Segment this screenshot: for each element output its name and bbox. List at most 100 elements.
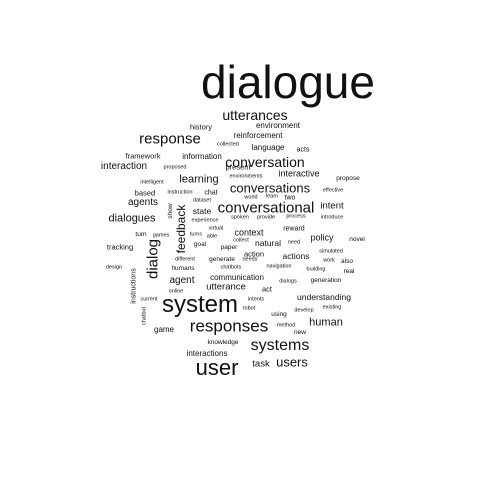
word-interactive: interactive	[278, 168, 320, 179]
word-need: need	[287, 239, 301, 246]
word-systems: systems	[250, 337, 310, 354]
word-chat: chat	[204, 189, 218, 197]
word-paper: paper	[220, 243, 238, 251]
word-history: history	[189, 122, 213, 132]
word-communication: communication	[210, 273, 264, 282]
word-agents: agents	[127, 197, 159, 208]
word-novel: novel	[349, 235, 365, 243]
word-acts: acts	[296, 146, 310, 154]
word-environments: environments	[229, 173, 263, 180]
word-reward: reward	[283, 225, 305, 233]
word-also: also	[341, 257, 353, 265]
word-provide: provide	[256, 214, 276, 221]
word-interaction: interaction	[100, 161, 148, 172]
word-utterance: utterance	[206, 281, 246, 293]
word-dataset: dataset	[192, 197, 212, 204]
word-present: present	[225, 162, 251, 172]
word-tracking: tracking	[106, 242, 134, 252]
word-different: different	[175, 256, 195, 263]
word-framework: framework	[125, 151, 161, 161]
word-based: based	[134, 188, 156, 198]
word-world: world	[244, 194, 258, 201]
word-show: show	[166, 203, 174, 219]
word-using: using	[271, 310, 287, 318]
word-environment: environment	[255, 121, 301, 130]
word-human: human	[309, 316, 343, 329]
word-work: work	[323, 257, 335, 264]
word-existing: existing	[322, 304, 342, 311]
word-dialogue: dialogue	[201, 56, 375, 108]
word-process: process	[286, 213, 306, 220]
word-agent: agent	[169, 275, 195, 286]
word-system: system	[161, 291, 239, 318]
word-intents: intents	[247, 296, 265, 303]
word-new: new	[294, 328, 306, 336]
word-goal: goal	[193, 240, 207, 248]
word-understanding: understanding	[297, 291, 351, 302]
word-dialog: dialog	[144, 238, 162, 280]
word-effective: effective	[322, 187, 344, 194]
word-interactions: interactions	[186, 349, 228, 358]
word-feedback: feedback	[174, 204, 188, 254]
word-game: game	[153, 325, 175, 334]
word-games: games	[152, 232, 170, 239]
word-collect: collect	[233, 237, 249, 244]
word-able: able	[206, 233, 218, 240]
word-instructions: instructions	[130, 268, 138, 304]
word-users: users	[276, 354, 308, 370]
word-learn: learn	[265, 193, 279, 200]
word-introduce: introduce	[320, 214, 344, 221]
word-reinforcement: reinforcement	[233, 131, 283, 140]
word-chatbots: chatbots	[220, 264, 242, 271]
word-intelligent: intelligent	[140, 179, 164, 186]
word-virtual: virtual	[208, 225, 224, 232]
word-needs: needs	[242, 256, 258, 263]
word-collected: collected	[217, 141, 239, 148]
word-utterances: utterances	[222, 107, 288, 123]
word-language: language	[251, 143, 285, 152]
word-turns: turns	[189, 231, 203, 238]
word-knowledge: knowledge	[207, 338, 239, 346]
word-state: state	[192, 205, 212, 216]
word-natural: natural	[255, 237, 281, 248]
word-generation: generation	[310, 276, 342, 284]
word-user: user	[195, 355, 239, 380]
word-spoken: spoken	[231, 214, 249, 221]
word-proposed: proposed	[163, 164, 187, 171]
word-actions: actions	[282, 250, 310, 261]
word-humans: humans	[171, 264, 195, 272]
word-chatbot: chatbot	[141, 306, 148, 326]
word-conversation: conversation	[225, 154, 305, 170]
word-intent: intent	[320, 200, 344, 212]
word-generate: generate	[209, 255, 235, 263]
word-conversational: conversational	[217, 199, 315, 217]
word-method: method	[276, 322, 296, 329]
word-develop: develop	[294, 307, 314, 314]
word-robot: robot	[242, 305, 256, 312]
word-current: current	[140, 296, 158, 303]
word-dialogues: dialogues	[108, 212, 156, 225]
word-experience: experience	[191, 217, 219, 224]
word-propose: propose	[336, 174, 360, 182]
word-real: real	[343, 267, 355, 275]
word-simulated: simulated	[319, 248, 343, 255]
word-learning: learning	[179, 173, 219, 186]
word-information: information	[182, 152, 222, 161]
word-online: online	[168, 288, 184, 295]
word-act: act	[261, 284, 273, 294]
word-conversations: conversations	[229, 180, 311, 196]
word-building: building	[306, 266, 326, 273]
word-context: context	[234, 227, 264, 238]
word-response: response	[139, 130, 201, 148]
word-dialogs: dialogs	[279, 278, 297, 285]
word-responses: responses	[189, 316, 269, 336]
word-two: two	[284, 194, 296, 202]
word-navigation: navigation	[266, 263, 292, 270]
word-policy: policy	[310, 232, 334, 243]
word-design: design	[105, 264, 123, 271]
word-action: action	[243, 249, 265, 259]
word-task: task	[252, 358, 270, 370]
word-instruction: instruction	[167, 189, 193, 196]
